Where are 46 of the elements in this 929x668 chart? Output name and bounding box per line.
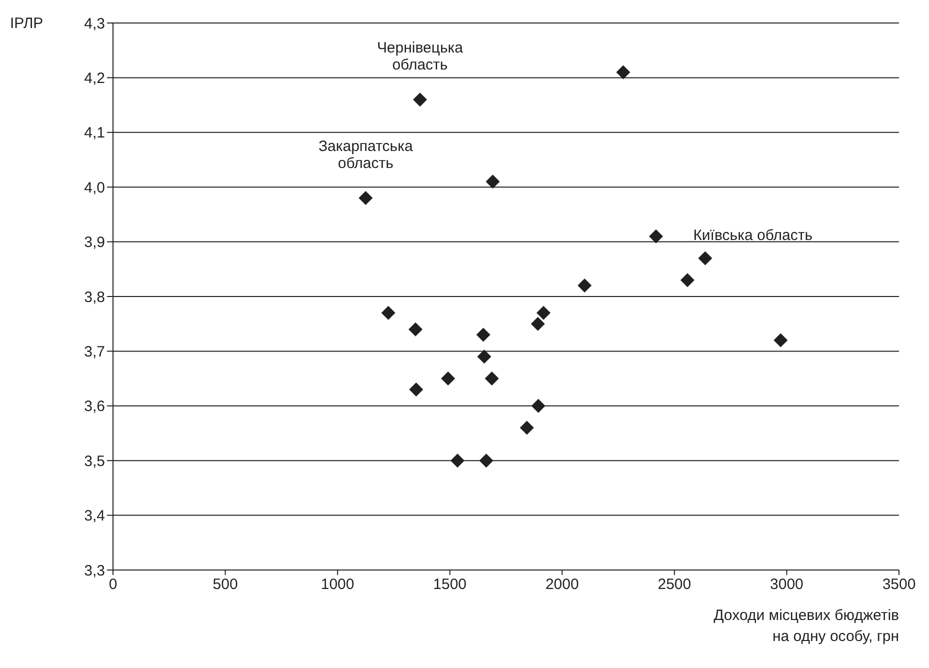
annotation: Чернівецька область [376, 40, 464, 74]
annotation: Закарпатська область [318, 138, 414, 172]
y-tick-label: 3,4 [84, 508, 105, 525]
point [616, 65, 630, 80]
y-tick-label: 3,3 [84, 562, 105, 580]
y-tick-label: 4,3 [84, 15, 105, 32]
point [698, 251, 712, 266]
x-tick-label: 3000 [770, 576, 804, 593]
y-axis-title: ІРЛР [10, 15, 44, 32]
point [520, 420, 534, 435]
point [479, 454, 494, 468]
x-tick-label: 2500 [658, 576, 692, 593]
point [412, 92, 427, 107]
point [450, 454, 464, 468]
y-tick-label: 3,9 [84, 234, 105, 252]
point [484, 372, 499, 386]
point [578, 278, 592, 293]
point [536, 306, 551, 320]
x-tick-label: 500 [212, 576, 238, 593]
point [649, 229, 664, 244]
point [477, 350, 492, 364]
x-axis-title: Доходи місцевих бюджетів на одну особу, грн [714, 607, 900, 645]
y-tick-label: 3,6 [84, 398, 105, 416]
point [441, 372, 456, 386]
point [409, 382, 424, 396]
point [486, 174, 500, 189]
y-tick-label: 3,8 [84, 288, 105, 306]
point [530, 316, 545, 331]
y-tick-label: 4,1 [84, 124, 105, 142]
y-tick-label: 3,5 [84, 452, 105, 470]
point [476, 328, 490, 342]
point [408, 322, 422, 336]
annotation: Київська область [693, 227, 813, 244]
y-tick-label: 4,2 [84, 70, 105, 88]
point [680, 273, 694, 288]
y-tick-label: 3,7 [84, 344, 105, 361]
point [774, 333, 788, 348]
x-tick-label: 0 [108, 576, 118, 593]
point [381, 306, 396, 320]
point [358, 191, 373, 206]
x-tick-label: 2000 [545, 576, 579, 593]
x-tick-label: 1000 [320, 576, 354, 593]
y-tick-label: 4,0 [84, 179, 105, 196]
x-tick-label: 3500 [882, 576, 916, 593]
point [531, 398, 546, 413]
x-tick-label: 1500 [433, 576, 467, 593]
